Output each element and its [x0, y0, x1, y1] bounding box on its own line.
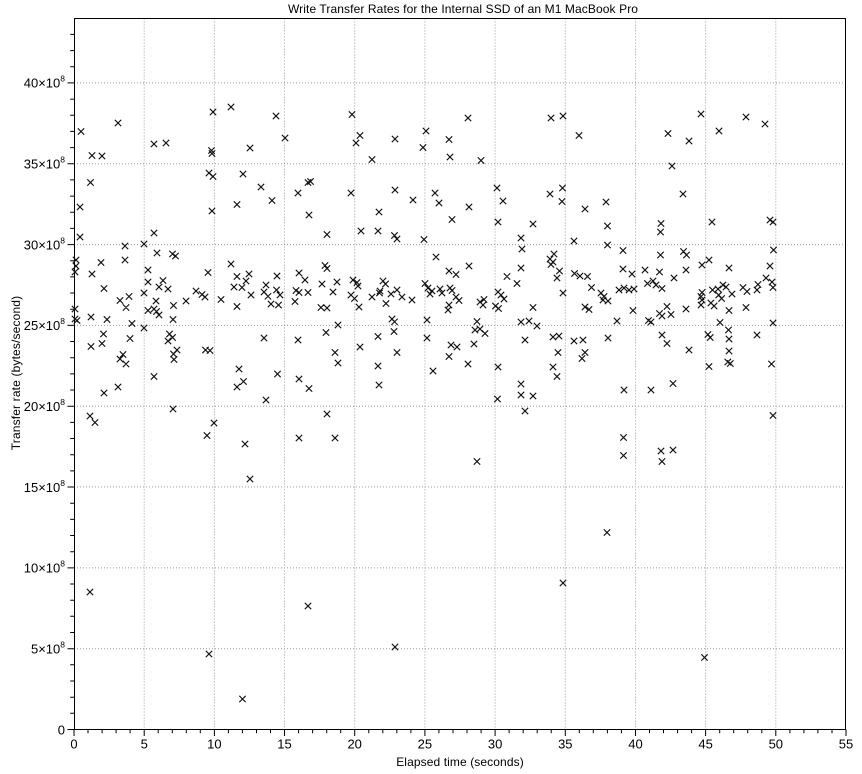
svg-text:20: 20 — [347, 737, 361, 752]
svg-text:55: 55 — [839, 737, 853, 752]
svg-text:20×108: 20×108 — [24, 397, 66, 414]
svg-text:35×108: 35×108 — [24, 155, 66, 172]
svg-text:Write Transfer Rates for the I: Write Transfer Rates for the Internal SS… — [288, 2, 638, 16]
svg-text:Transfer rate (bytes/second): Transfer rate (bytes/second) — [9, 296, 23, 450]
svg-text:5×108: 5×108 — [31, 640, 65, 657]
svg-text:15: 15 — [277, 737, 291, 752]
svg-text:25: 25 — [418, 737, 432, 752]
svg-text:10×108: 10×108 — [24, 559, 66, 576]
svg-text:45: 45 — [698, 737, 712, 752]
svg-text:40: 40 — [628, 737, 642, 752]
svg-text:35: 35 — [558, 737, 572, 752]
svg-text:0: 0 — [58, 722, 65, 737]
svg-text:10: 10 — [207, 737, 221, 752]
svg-text:0: 0 — [70, 737, 77, 752]
svg-text:40×108: 40×108 — [24, 74, 66, 91]
svg-text:30: 30 — [488, 737, 502, 752]
svg-text:Elapsed time (seconds): Elapsed time (seconds) — [396, 755, 524, 769]
svg-text:50: 50 — [769, 737, 783, 752]
svg-text:15×108: 15×108 — [24, 478, 66, 495]
svg-text:25×108: 25×108 — [24, 316, 66, 333]
svg-text:5: 5 — [141, 737, 148, 752]
svg-text:30×108: 30×108 — [24, 235, 66, 252]
